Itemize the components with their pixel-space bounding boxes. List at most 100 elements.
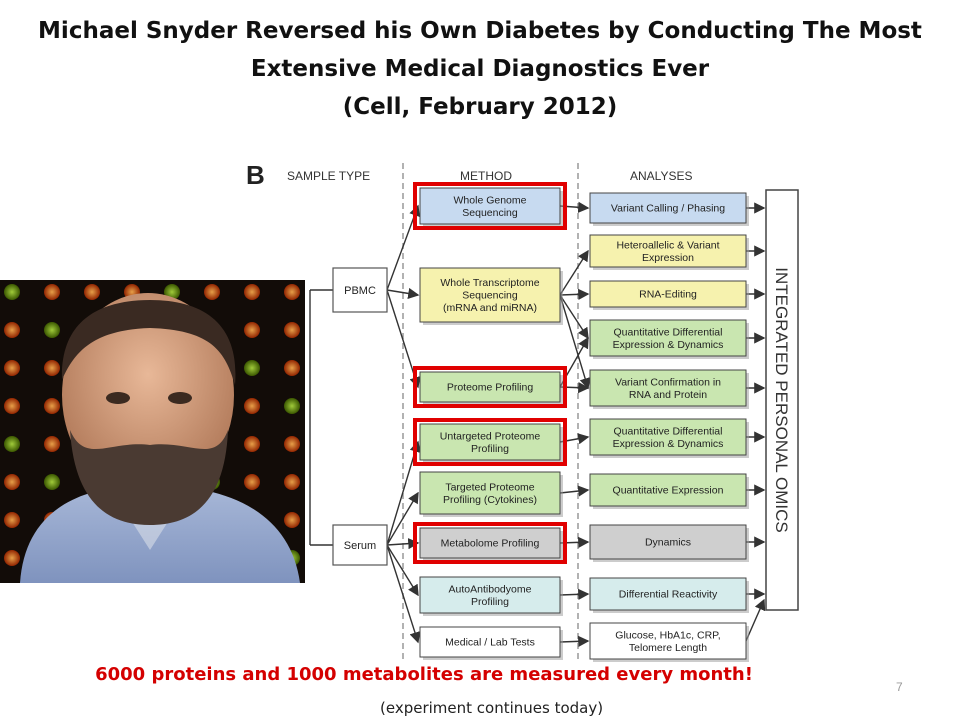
panel-letter: B [246, 160, 265, 190]
node-label: Whole Transcriptome [440, 277, 539, 289]
integrated-label: INTEGRATED PERSONAL OMICS [772, 267, 791, 532]
analysis-node-box [589, 524, 747, 560]
node-label: Targeted Proteome [445, 481, 534, 493]
highlight-frame [413, 182, 567, 230]
slide-title: Michael Snyder Reversed his Own Diabetes… [0, 12, 960, 126]
array-spot [4, 474, 20, 490]
node-label: AutoAntibodyome [449, 583, 532, 595]
analysis-node-box [589, 369, 747, 407]
portrait-photo [0, 280, 305, 583]
array-spot [44, 360, 60, 376]
method-node-box [419, 187, 561, 225]
node-label: Quantitative Differential [614, 326, 723, 338]
node-label: Metabolome Profiling [441, 538, 540, 550]
array-spot [4, 398, 20, 414]
analysis-nodes: Variant Calling / Phasing Heteroallelic &… [589, 192, 749, 662]
edge-line [386, 491, 419, 546]
array-spot [284, 322, 300, 338]
integrated-box-frame [765, 189, 799, 611]
analysis-node-box [589, 192, 747, 224]
node-label: Profiling [471, 596, 509, 608]
method-node: Proteome Profiling [413, 366, 567, 408]
array-spot [284, 474, 300, 490]
measurement-callout: 6000 proteins and 1000 metabolites are m… [95, 664, 753, 685]
node-label: Dynamics [645, 537, 691, 549]
array-spot [4, 512, 20, 528]
hair [61, 300, 236, 385]
sample-node-box [332, 524, 388, 566]
edge-line [386, 204, 420, 291]
method-node-box [419, 471, 561, 515]
array-spot [244, 360, 260, 376]
node-label: Sequencing [462, 207, 518, 219]
node-label: Sequencing [462, 290, 518, 302]
array-spot [284, 284, 300, 300]
experiment-note: (experiment continues today) [380, 699, 604, 717]
node-label: Medical / Lab Tests [445, 637, 535, 649]
edge-line [559, 288, 590, 300]
array-spot [244, 284, 260, 300]
analysis-node-box [589, 234, 747, 268]
edge-line [386, 289, 421, 389]
analysis-node-box [589, 473, 747, 507]
analysis-node: Differential Reactivity [589, 577, 749, 613]
array-spot [244, 398, 260, 414]
edge-line [559, 588, 590, 600]
highlight-frame [413, 418, 567, 466]
array-spot [244, 436, 260, 452]
right-eye [168, 392, 192, 404]
analysis-node: Variant Calling / Phasing [589, 192, 749, 226]
edge-line [386, 538, 420, 550]
analysis-node: Glucose, HbA1c, CRP,Telomere Length [589, 622, 749, 662]
node-label: Variant Confirmation in [615, 376, 721, 388]
sample-node-box [332, 267, 388, 313]
array-spot [284, 360, 300, 376]
analysis-node-box [589, 622, 747, 660]
left-eye [106, 392, 130, 404]
edge-line [386, 544, 419, 597]
node-label: Profiling [471, 443, 509, 455]
page-number: 7 [896, 680, 903, 694]
edge-line [559, 249, 589, 296]
array-spot [284, 398, 300, 414]
edge-line [559, 294, 589, 340]
array-spot [4, 322, 20, 338]
array-spot [244, 474, 260, 490]
node-label: (mRNA and miRNA) [443, 302, 537, 314]
node-label: Differential Reactivity [619, 589, 718, 601]
analysis-node-box [589, 577, 747, 611]
node-label: Expression [642, 252, 694, 264]
edge-line [386, 440, 421, 546]
array-spot [44, 436, 60, 452]
node-label: Expression & Dynamics [613, 438, 724, 450]
array-spot [4, 360, 20, 376]
method-node: Medical / Lab Tests [419, 626, 563, 660]
analysis-node-box [589, 280, 747, 308]
node-label: Variant Calling / Phasing [611, 203, 725, 215]
array-spot [284, 436, 300, 452]
edge-line [559, 635, 590, 647]
header-method: METHOD [460, 169, 512, 183]
analysis-node: Quantitative Expression [589, 473, 749, 509]
highlight-frame [413, 522, 567, 564]
array-spot [4, 550, 20, 566]
node-label: RNA and Protein [629, 389, 707, 401]
method-node-box [419, 527, 561, 559]
node-label: Profiling (Cytokines) [443, 494, 537, 506]
sample-node-label: Serum [344, 540, 376, 552]
array-spot [44, 322, 60, 338]
array-spot [44, 284, 60, 300]
edge-line [559, 485, 590, 497]
method-node-box [419, 626, 561, 658]
analysis-node: RNA-Editing [589, 280, 749, 310]
face [62, 293, 234, 497]
array-spot [4, 436, 20, 452]
node-label: Telomere Length [629, 642, 707, 654]
array-spot [244, 322, 260, 338]
